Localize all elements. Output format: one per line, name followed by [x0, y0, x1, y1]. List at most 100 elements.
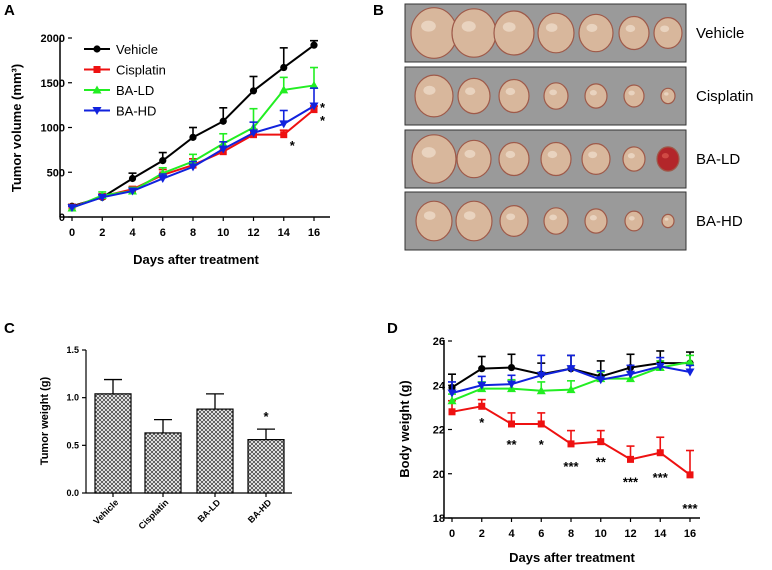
chart-a-point-cisplatin	[280, 131, 288, 139]
tumor-specimen-row-3	[543, 207, 569, 235]
chart-c-significance: *	[263, 409, 269, 424]
chart-c-bar-ba-hd	[247, 439, 285, 494]
tumor-specimen-row-0	[493, 10, 535, 56]
tumor-highlight-row-0	[545, 23, 558, 32]
chart-a: Days after treatment Tumor volume (mm³) …	[9, 33, 330, 267]
chart-a-ytick-label: 2000	[41, 33, 65, 45]
chart-c-ytick-label: 0.0	[66, 488, 79, 498]
chart-d-point-ba-hd	[655, 362, 665, 371]
chart-d-point-ba-hd	[596, 376, 606, 385]
chart-a-point-ba-ld	[279, 85, 289, 94]
chart-d-point-cisplatin	[597, 438, 605, 446]
chart-d-point-ba-hd	[536, 371, 546, 380]
tumor-highlight-row-3	[506, 213, 516, 221]
chart-d-ytick-label: 18	[433, 513, 445, 525]
tumor-specimen-row-2	[656, 146, 680, 172]
panel-label-d: D	[387, 320, 398, 337]
chart-d-ytick-label: 22	[433, 425, 445, 437]
tumor-highlight-row-3	[463, 211, 476, 220]
tumor-highlight-row-1	[589, 90, 597, 96]
chart-d-point-vehicle	[507, 363, 516, 372]
chart-a-significance: *	[320, 113, 326, 128]
tumor-specimen-row-3	[624, 210, 644, 232]
chart-d-point-ba-hd	[626, 370, 635, 379]
chart-d-point-ba-hd	[477, 381, 487, 390]
panel-label-c: C	[4, 320, 15, 337]
chart-c-xtick-label-cisplatin: Cisplatin	[136, 497, 170, 531]
chart-c-ytick-label: 1.5	[66, 345, 79, 355]
chart-d-xtick-label: 14	[654, 528, 667, 540]
chart-d-point-ba-hd	[447, 389, 457, 398]
tumor-specimen-row-2	[622, 146, 646, 172]
chart-d-xtick-label: 4	[508, 528, 515, 540]
photo-row-label-0: Vehicle	[696, 25, 744, 42]
chart-d-significance: ***	[653, 470, 669, 485]
chart-a-point-vehicle	[219, 117, 227, 125]
tumor-specimen-row-2	[411, 134, 457, 184]
chart-d-ytick-label: 24	[433, 380, 446, 392]
chart-d-xlabel: Days after treatment	[509, 550, 635, 565]
tumor-specimen-row-2	[540, 141, 572, 177]
chart-a-ytick-label: 1500	[41, 78, 65, 90]
chart-a-ylabel: Tumor volume (mm³)	[9, 64, 24, 192]
chart-d-xtick-label: 8	[568, 528, 574, 540]
tumor-specimen-row-3	[584, 208, 608, 234]
tumor-specimen-row-1	[660, 87, 676, 105]
tumor-specimen-row-1	[543, 82, 569, 110]
chart-a-xtick-label: 4	[129, 227, 136, 239]
chart-a-point-vehicle	[249, 87, 258, 95]
chart-a-point-ba-hd	[97, 193, 107, 202]
chart-a-point-vehicle	[189, 133, 197, 141]
photo-row-label-1: Cisplatin	[696, 88, 754, 105]
photo-row-label-3: BA-HD	[696, 213, 743, 230]
legend-marker-ba-ld	[92, 85, 102, 94]
chart-d-xtick-label: 12	[624, 528, 636, 540]
tumor-specimen-row-0	[537, 12, 575, 54]
chart-a-line-ba-ld	[71, 84, 315, 209]
chart-d-xtick-label: 6	[538, 528, 544, 540]
tumor-highlight-row-2	[464, 149, 476, 158]
tumor-highlight-row-1	[628, 90, 635, 96]
tumor-highlight-row-0	[421, 20, 436, 32]
chart-a-xtick-label: 2	[99, 227, 105, 239]
chart-d-ylabel: Body weight (g)	[397, 380, 412, 478]
chart-a-point-ba-hd	[249, 129, 258, 138]
tumor-specimen-row-3	[499, 205, 529, 238]
chart-d-significance: ***	[563, 459, 579, 474]
tumor-highlight-row-2	[627, 153, 635, 159]
chart-c-xtick-label-ba-ld: BA-LD	[196, 497, 223, 524]
tumor-highlight-row-3	[549, 214, 557, 221]
chart-a-xtick-label: 8	[190, 227, 196, 239]
chart-d-significance: *	[539, 437, 545, 452]
tumor-highlight-row-3	[589, 215, 597, 221]
tumor-specimen-row-2	[581, 143, 611, 176]
chart-d-point-ba-ld	[447, 396, 457, 405]
chart-c-bar-ba-ld	[196, 408, 234, 494]
chart-a-xlabel: Days after treatment	[133, 252, 259, 267]
chart-d-xtick-label: 0	[449, 528, 455, 540]
chart-d-point-ba-ld	[566, 385, 576, 394]
tumor-specimen-row-1	[414, 74, 454, 118]
chart-a-xtick-label: 12	[247, 227, 259, 239]
chart-d-point-cisplatin	[627, 455, 634, 463]
tumor-highlight-row-0	[625, 24, 636, 33]
chart-c-bar-vehicle	[94, 393, 132, 494]
tumor-highlight-row-2	[421, 147, 436, 158]
chart-c-xtick-label-ba-hd: BA-HD	[246, 497, 274, 525]
tumor-specimen-row-1	[457, 77, 491, 115]
chart-d-point-ba-hd	[685, 368, 695, 377]
chart-a-xtick-label: 0	[69, 227, 75, 239]
chart-d-significance: **	[596, 455, 607, 470]
tumor-specimen-row-3	[661, 213, 675, 229]
chart-d-significance: *	[479, 415, 485, 430]
chart-a-xtick-label: 14	[278, 227, 291, 239]
tumor-specimen-row-1	[498, 78, 530, 114]
legend-label-ba-ld: BA-LD	[116, 83, 154, 98]
legend-marker-cisplatin	[93, 66, 101, 73]
chart-a-ytick-label: 1000	[41, 123, 65, 135]
chart-c: Tumor weight (g) 0.0 0.5 1.0 1.5 Vehicle Cis…	[39, 345, 292, 531]
tumor-highlight-row-2	[505, 150, 516, 159]
tumor-specimen-row-0	[451, 8, 497, 58]
chart-d-point-cisplatin	[567, 440, 575, 448]
chart-d-significance: ***	[623, 475, 639, 490]
